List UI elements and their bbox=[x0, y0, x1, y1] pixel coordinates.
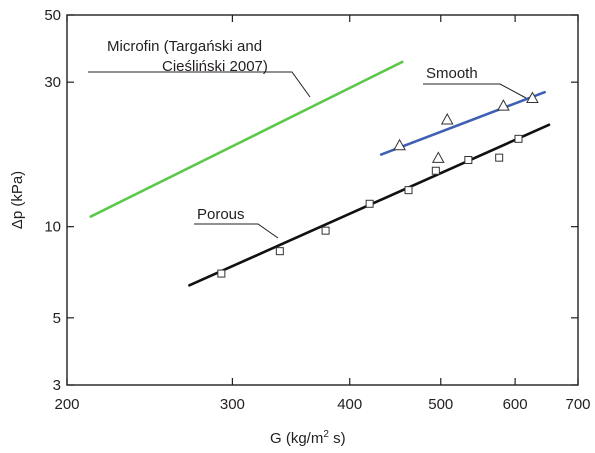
microfin-leader-line bbox=[88, 71, 311, 98]
axis-ticks: 200 300 400 500 600 700 3 5 10 30 50 bbox=[44, 7, 590, 413]
smooth-data-point bbox=[497, 99, 510, 111]
series-line-smooth bbox=[379, 90, 546, 156]
annotation-leaders bbox=[88, 71, 527, 239]
porous-data-point bbox=[321, 226, 330, 235]
x-tick-label: 600 bbox=[503, 396, 528, 413]
porous-data-point bbox=[495, 153, 504, 162]
x-axis-label-unit: s) bbox=[329, 430, 346, 447]
annotation-porous: Porous bbox=[197, 206, 245, 223]
series-line-microfin bbox=[89, 60, 404, 218]
annotation-microfin-line2: Cieśliński 2007) bbox=[162, 58, 268, 75]
x-tick-label: 300 bbox=[220, 396, 245, 413]
annotation-smooth: Smooth bbox=[426, 65, 478, 82]
smooth-leader-line bbox=[423, 83, 527, 99]
smooth-data-point bbox=[393, 138, 406, 151]
porous-leader-line bbox=[194, 223, 279, 239]
porous-data-point bbox=[514, 134, 523, 143]
porous-data-point bbox=[431, 166, 440, 175]
y-axis-label: Δp (kPa) bbox=[9, 171, 26, 229]
x-axis-label: G (kg/m2 s) bbox=[270, 429, 346, 447]
x-axis-label-main: G (kg/m bbox=[270, 430, 323, 447]
porous-data-point bbox=[365, 199, 374, 208]
x-axis-label-superscript: 2 bbox=[323, 429, 329, 440]
annotation-microfin-line1: Microfin (Targański and bbox=[107, 38, 262, 55]
y-tick-label: 10 bbox=[44, 219, 61, 236]
y-tick-label: 3 bbox=[53, 377, 61, 394]
y-tick-label: 5 bbox=[53, 310, 61, 327]
smooth-data-point bbox=[440, 112, 454, 125]
porous-data-point bbox=[464, 156, 473, 165]
smooth-data-point bbox=[526, 91, 539, 103]
x-tick-label: 500 bbox=[428, 396, 453, 413]
smooth-data-point bbox=[431, 151, 445, 163]
porous-data-point bbox=[275, 247, 284, 256]
porous-data-point bbox=[217, 269, 226, 278]
porous-data-point bbox=[404, 186, 413, 195]
series-markers bbox=[217, 91, 539, 278]
y-tick-label: 30 bbox=[44, 74, 61, 91]
y-tick-label: 50 bbox=[44, 7, 61, 24]
x-tick-label: 200 bbox=[54, 396, 79, 413]
plot-area bbox=[66, 14, 579, 386]
x-tick-label: 400 bbox=[337, 396, 362, 413]
x-tick-label: 700 bbox=[565, 396, 590, 413]
